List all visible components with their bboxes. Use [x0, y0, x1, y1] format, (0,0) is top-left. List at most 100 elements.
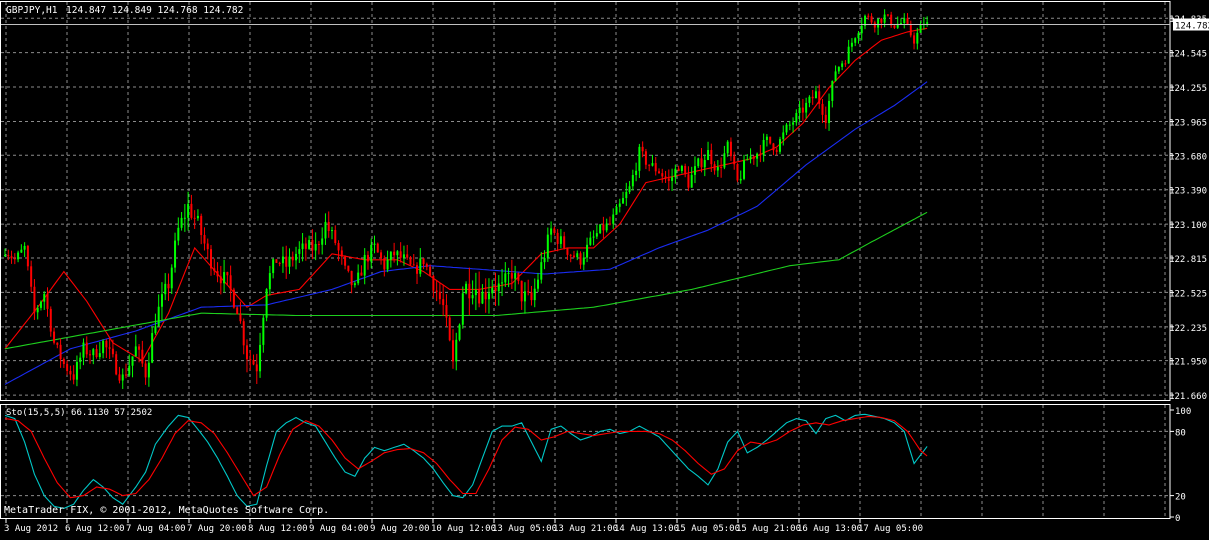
- candle: [147, 352, 150, 387]
- candle: [818, 84, 821, 109]
- candle: [909, 20, 912, 38]
- candle: [4, 248, 6, 258]
- candle: [739, 170, 742, 184]
- candle: [540, 252, 543, 284]
- candle: [654, 157, 657, 176]
- candle: [860, 17, 863, 41]
- candle: [811, 89, 814, 105]
- candle: [769, 136, 772, 145]
- candle: [664, 170, 667, 183]
- candle: [422, 258, 425, 270]
- candle: [370, 238, 373, 269]
- candle: [347, 265, 350, 273]
- candle: [337, 240, 340, 262]
- candle: [599, 224, 602, 235]
- candle: [713, 161, 716, 175]
- candle: [733, 151, 736, 170]
- candle: [327, 211, 330, 238]
- candle: [393, 242, 396, 263]
- candle: [762, 133, 765, 162]
- candle: [919, 21, 922, 33]
- candle: [36, 305, 39, 320]
- candle: [605, 218, 608, 233]
- candle: [707, 141, 710, 161]
- candle: [229, 265, 232, 302]
- candle: [196, 209, 199, 221]
- candle: [281, 246, 284, 273]
- x-tick-label: 9 Aug 20:00: [370, 524, 430, 534]
- candle: [546, 227, 549, 262]
- candles: [4, 9, 929, 389]
- candle: [824, 106, 827, 129]
- x-tick-label: 14 Aug 13:00: [614, 524, 679, 534]
- candle: [72, 365, 75, 385]
- y-tick-label: 122.815: [1169, 255, 1207, 265]
- candle: [693, 156, 696, 184]
- candle: [376, 242, 379, 253]
- candle: [661, 168, 664, 183]
- candle: [219, 265, 222, 295]
- candle: [82, 338, 85, 366]
- candle: [134, 334, 137, 357]
- candle: [474, 272, 477, 311]
- candle: [530, 285, 533, 306]
- current-price-label: 124.782: [1175, 22, 1209, 32]
- candle: [765, 134, 768, 147]
- candle: [615, 204, 618, 215]
- candle: [837, 66, 840, 74]
- candle: [399, 242, 402, 263]
- candle: [703, 154, 706, 177]
- candle: [772, 142, 775, 156]
- candle: [151, 326, 154, 364]
- candle: [638, 143, 641, 178]
- candle: [39, 300, 42, 311]
- candle: [298, 241, 301, 263]
- candle: [138, 343, 141, 363]
- candle: [756, 152, 759, 167]
- candle: [350, 270, 353, 294]
- candle: [268, 265, 271, 296]
- candle: [622, 191, 625, 204]
- candle: [710, 143, 713, 172]
- candle: [602, 216, 605, 239]
- candle: [625, 182, 628, 206]
- candle: [792, 117, 795, 133]
- candle: [749, 148, 752, 164]
- candle: [864, 14, 867, 30]
- y-tick-label: 122.235: [1169, 324, 1207, 334]
- candle: [484, 278, 487, 313]
- candle: [854, 37, 857, 47]
- candle: [658, 168, 660, 174]
- candle: [644, 148, 647, 170]
- candle: [922, 16, 925, 30]
- candle: [10, 250, 13, 264]
- x-tick-label: 7 Aug 20:00: [187, 524, 247, 534]
- candle: [131, 356, 134, 378]
- candle: [906, 13, 909, 26]
- candle: [916, 27, 919, 50]
- candle: [154, 313, 157, 335]
- candle: [847, 39, 850, 64]
- candle: [566, 247, 569, 260]
- candle: [278, 261, 281, 267]
- candle: [782, 125, 785, 146]
- candle: [265, 288, 268, 322]
- candle: [556, 229, 559, 252]
- stochastic-line-1: [4, 413, 928, 509]
- candle: [700, 148, 703, 173]
- candle: [144, 360, 147, 385]
- candle: [118, 366, 121, 384]
- candle: [775, 148, 778, 156]
- x-tick-label: 6 Aug 12:00: [65, 524, 125, 534]
- candle: [160, 282, 163, 321]
- candle: [648, 164, 651, 172]
- candle: [272, 258, 275, 279]
- candle: [46, 287, 49, 317]
- candle: [200, 213, 203, 245]
- candle: [579, 251, 582, 269]
- candle: [716, 160, 719, 177]
- candle: [210, 245, 213, 276]
- sto-tick-label: 80: [1175, 428, 1186, 438]
